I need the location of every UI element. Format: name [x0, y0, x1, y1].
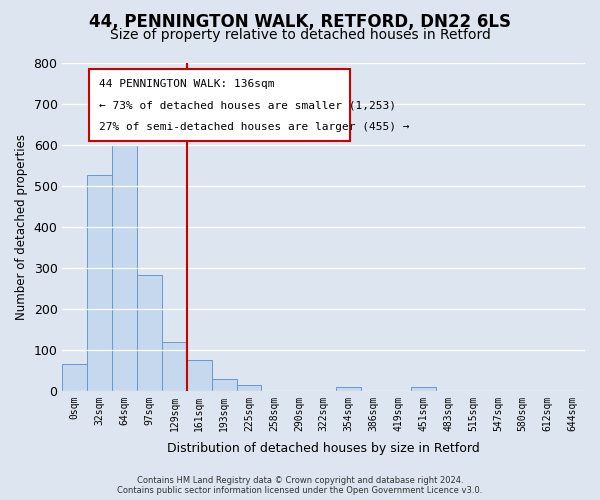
Y-axis label: Number of detached properties: Number of detached properties — [15, 134, 28, 320]
Bar — [162, 342, 187, 391]
FancyBboxPatch shape — [89, 69, 350, 142]
Text: 27% of semi-detached houses are larger (455) →: 27% of semi-detached houses are larger (… — [99, 122, 409, 132]
Bar — [187, 360, 212, 391]
Bar — [88, 176, 112, 391]
Text: 44, PENNINGTON WALK, RETFORD, DN22 6LS: 44, PENNINGTON WALK, RETFORD, DN22 6LS — [89, 12, 511, 30]
Text: ← 73% of detached houses are smaller (1,253): ← 73% of detached houses are smaller (1,… — [99, 100, 396, 110]
Bar — [62, 364, 88, 391]
Text: Size of property relative to detached houses in Retford: Size of property relative to detached ho… — [110, 28, 490, 42]
Bar — [112, 144, 137, 391]
Bar — [137, 274, 162, 391]
Bar — [411, 388, 436, 391]
Bar — [236, 386, 262, 391]
Text: Contains HM Land Registry data © Crown copyright and database right 2024.
Contai: Contains HM Land Registry data © Crown c… — [118, 476, 482, 495]
X-axis label: Distribution of detached houses by size in Retford: Distribution of detached houses by size … — [167, 442, 480, 455]
Text: 44 PENNINGTON WALK: 136sqm: 44 PENNINGTON WALK: 136sqm — [99, 79, 274, 89]
Bar — [336, 388, 361, 391]
Bar — [212, 379, 236, 391]
